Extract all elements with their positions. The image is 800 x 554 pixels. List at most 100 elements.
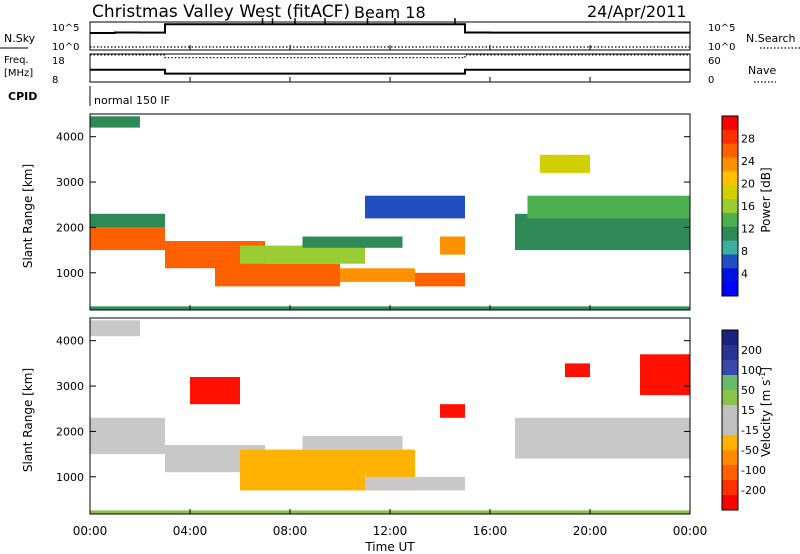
power-colorbar-swatch bbox=[722, 282, 738, 297]
nsky-line bbox=[90, 23, 690, 34]
power-cell bbox=[90, 213, 165, 228]
freq-label: Freq. bbox=[4, 55, 29, 66]
x-tick-label: 00:00 bbox=[673, 524, 708, 538]
cpid-label: CPID bbox=[8, 90, 37, 103]
power-colorbar-swatch bbox=[722, 129, 738, 145]
velocity-colorbar-swatch bbox=[722, 330, 738, 346]
power-cell bbox=[415, 272, 465, 287]
velocity-colorbar-tick: 200 bbox=[741, 344, 762, 357]
power-ylabel: Slant Range [km] bbox=[21, 164, 35, 268]
x-tick-label: 08:00 bbox=[273, 524, 308, 538]
power-colorbar-swatch bbox=[722, 143, 738, 158]
power-cell bbox=[365, 195, 465, 219]
velocity-colorbar-tick: 50 bbox=[741, 384, 755, 397]
power-cell bbox=[215, 263, 340, 287]
velocity-colorbar-swatch bbox=[722, 480, 738, 496]
date-label: 24/Apr/2011 bbox=[587, 2, 687, 21]
nsky-tick-high: 10^5 bbox=[52, 23, 79, 34]
velocity-colorbar-swatch bbox=[722, 405, 738, 421]
velocity-cell bbox=[515, 417, 690, 459]
power-colorbar-swatch bbox=[722, 199, 738, 214]
freq-tick-high: 18 bbox=[52, 56, 65, 67]
beam-label: Beam 18 bbox=[354, 3, 426, 22]
power-colorbar-tick: 16 bbox=[741, 200, 755, 213]
power-ytick-label: 3000 bbox=[56, 176, 84, 189]
nave-tick-low: 0 bbox=[708, 75, 714, 86]
velocity-ytick-label: 2000 bbox=[56, 425, 84, 438]
freq-unit: [MHz] bbox=[4, 68, 33, 79]
freq-tick-low: 8 bbox=[52, 75, 58, 86]
velocity-colorbar-tick: 100 bbox=[741, 364, 762, 377]
velocity-colorbar-swatch bbox=[722, 390, 738, 406]
power-cell bbox=[90, 116, 140, 128]
velocity-colorbar-swatch bbox=[722, 495, 738, 511]
power-colorbar-swatch bbox=[722, 240, 738, 255]
power-ytick-label: 2000 bbox=[56, 221, 84, 234]
power-colorbar-swatch bbox=[722, 157, 738, 172]
x-tick-label: 20:00 bbox=[573, 524, 608, 538]
power-colorbar-swatch bbox=[722, 254, 738, 269]
power-cell bbox=[527, 195, 690, 219]
x-axis: 00:00 04:00 08:00 12:00 16:00 20:00 00:00 bbox=[73, 45, 708, 538]
nsky-strip: N.Sky 10^5 10^0 10^5 10^0 N.Search bbox=[0, 18, 800, 53]
power-panel: 1000 2000 3000 4000 Slant Range [km] bbox=[21, 113, 691, 311]
velocity-colorbar-tick: -15 bbox=[741, 424, 759, 437]
nave-line bbox=[90, 54, 690, 59]
power-colorbar-tick: 28 bbox=[741, 133, 755, 146]
power-heatmap bbox=[90, 116, 690, 310]
velocity-colorbar: 200 100 50 15 -15 -50 -100 -200 bbox=[721, 329, 766, 511]
power-colorbar-swatch bbox=[722, 171, 738, 186]
velocity-cell bbox=[640, 354, 690, 396]
velocity-cell bbox=[90, 417, 165, 455]
nsky-label: N.Sky bbox=[4, 32, 36, 45]
velocity-colorbar-tick: 15 bbox=[741, 404, 755, 417]
velocity-colorbar-tick: -100 bbox=[741, 464, 766, 477]
power-ytick-label: 4000 bbox=[56, 131, 84, 144]
power-cell bbox=[302, 236, 403, 248]
velocity-cell bbox=[302, 436, 403, 450]
nsearch-tick-high: 10^5 bbox=[708, 23, 735, 34]
nsearch-label: N.Search bbox=[746, 32, 796, 45]
nave-tick-high: 60 bbox=[708, 56, 721, 67]
power-colorbar-label: Power [dB] bbox=[759, 167, 773, 232]
velocity-colorbar-swatch bbox=[722, 375, 738, 391]
power-colorbar-tick: 24 bbox=[741, 155, 755, 168]
velocity-colorbar-label: Velocity [m s-1] bbox=[758, 367, 773, 457]
freq-strip: Freq. [MHz] 18 8 60 0 Nave bbox=[4, 53, 776, 86]
power-cell bbox=[515, 213, 690, 251]
nsearch-tick-low: 10^0 bbox=[708, 42, 735, 53]
velocity-colorbar-swatch bbox=[722, 345, 738, 361]
velocity-colorbar-frame bbox=[721, 329, 739, 511]
power-colorbar-swatch bbox=[722, 116, 738, 131]
velocity-cell bbox=[440, 404, 465, 418]
velocity-colorbar-tick: -200 bbox=[741, 484, 766, 497]
power-colorbar-tick: 4 bbox=[741, 268, 748, 281]
power-cell bbox=[540, 154, 590, 173]
velocity-ytick-label: 1000 bbox=[56, 471, 84, 484]
velocity-cell bbox=[190, 377, 240, 405]
x-tick-label: 16:00 bbox=[473, 524, 508, 538]
power-colorbar-tick: 12 bbox=[741, 223, 755, 236]
velocity-colorbar-swatch bbox=[722, 450, 738, 466]
power-colorbar-frame bbox=[721, 115, 739, 297]
velocity-colorbar-swatch bbox=[722, 435, 738, 451]
power-colorbar-swatch bbox=[722, 268, 738, 283]
power-cell bbox=[440, 236, 465, 255]
velocity-colorbar-swatch bbox=[722, 465, 738, 481]
velocity-ytick-label: 3000 bbox=[56, 380, 84, 393]
velocity-panel: 1000 2000 3000 4000 Slant Range [km] bbox=[21, 317, 691, 515]
cpid-param: normal 150 IF bbox=[94, 94, 170, 107]
x-axis-label: Time UT bbox=[364, 540, 415, 554]
power-cell bbox=[90, 227, 165, 251]
velocity-cell bbox=[90, 320, 140, 337]
velocity-ylabel: Slant Range [km] bbox=[21, 368, 35, 472]
x-tick-label: 12:00 bbox=[373, 524, 408, 538]
velocity-ytick-label: 4000 bbox=[56, 335, 84, 348]
power-colorbar-swatch bbox=[722, 226, 738, 242]
nave-label: Nave bbox=[748, 64, 776, 77]
power-colorbar-tick: 20 bbox=[741, 178, 755, 191]
velocity-colorbar-tick: -50 bbox=[741, 444, 759, 457]
power-colorbar-tick: 8 bbox=[741, 245, 748, 258]
x-tick-label: 04:00 bbox=[173, 524, 208, 538]
